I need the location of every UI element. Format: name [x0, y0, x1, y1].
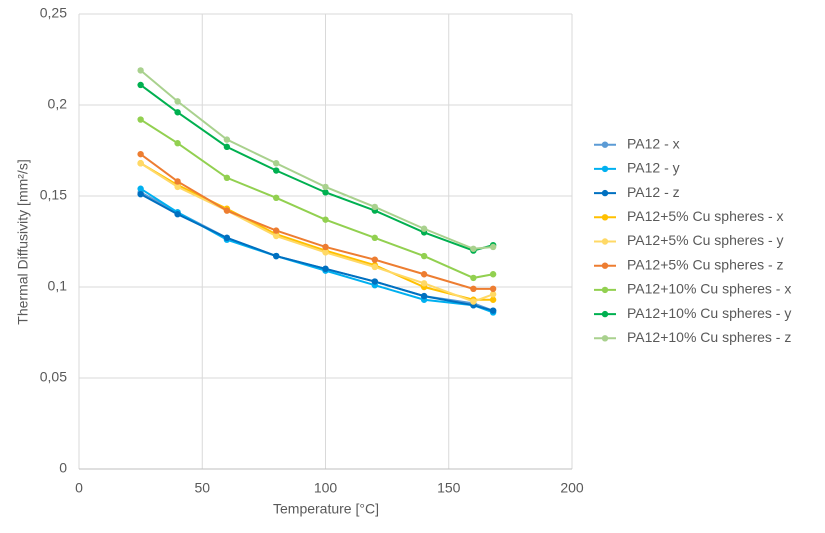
y-tick-label: 0	[59, 460, 67, 476]
y-tick-label: 0,15	[40, 187, 67, 203]
legend-label: PA12+5% Cu spheres - z	[627, 256, 784, 272]
legend-marker	[601, 286, 609, 294]
data-point	[273, 167, 280, 174]
legend-label: PA12+10% Cu spheres - y	[627, 305, 791, 321]
data-point	[223, 136, 231, 143]
y-tick-label: 0,1	[48, 278, 68, 294]
data-point	[371, 203, 378, 211]
legend-label: PA12+10% Cu spheres - z	[627, 329, 791, 345]
y-tick-label: 0,05	[40, 369, 67, 385]
data-point	[174, 109, 181, 116]
data-point	[322, 216, 329, 223]
data-point	[420, 292, 428, 300]
data-point	[470, 245, 477, 252]
y-tick-label: 0,2	[48, 96, 68, 112]
legend-label: PA12 - x	[627, 135, 680, 151]
data-point	[322, 265, 329, 272]
y-axis-title: Thermal Diffusivity [mm²/s]	[15, 159, 31, 324]
data-point	[137, 160, 144, 167]
x-axis-title: Temperature [°C]	[273, 501, 379, 517]
data-point	[489, 291, 497, 298]
x-tick-label: 0	[75, 480, 83, 496]
data-point	[322, 249, 329, 256]
data-point	[371, 278, 378, 285]
data-point	[420, 252, 428, 260]
legend-marker	[601, 141, 609, 148]
data-point	[489, 271, 497, 278]
series-line	[140, 162, 494, 303]
data-point	[470, 285, 477, 293]
legend-label: PA12 - y	[627, 160, 680, 176]
data-point	[273, 194, 280, 202]
data-point	[420, 280, 428, 287]
legend-label: PA12+5% Cu spheres - y	[627, 232, 784, 248]
data-point	[273, 160, 280, 167]
data-point	[174, 178, 181, 185]
data-point	[137, 185, 144, 192]
data-point	[273, 252, 280, 260]
data-point	[273, 232, 280, 240]
data-point	[174, 211, 181, 218]
series-line	[140, 191, 494, 312]
x-tick-label: 50	[194, 480, 210, 496]
legend-label: PA12+5% Cu spheres - x	[627, 208, 784, 224]
data-point	[420, 225, 428, 232]
data-point	[174, 140, 181, 147]
legend-marker	[601, 165, 609, 173]
data-point	[273, 227, 280, 234]
legend-marker	[601, 335, 609, 342]
x-tick-label: 150	[437, 480, 461, 496]
data-point	[470, 298, 477, 305]
data-point	[322, 243, 329, 251]
data-point	[371, 263, 378, 271]
data-point	[223, 234, 231, 242]
series-line	[140, 193, 494, 312]
data-point	[489, 243, 497, 251]
x-tick-label: 200	[560, 480, 584, 496]
y-tick-label: 0,25	[40, 5, 67, 21]
legend-marker	[601, 214, 609, 221]
data-point	[470, 274, 477, 282]
data-point	[223, 207, 231, 214]
legend-marker	[601, 262, 609, 269]
legend-label: PA12+10% Cu spheres - x	[627, 281, 791, 297]
data-point	[137, 81, 144, 89]
data-point	[322, 183, 329, 191]
data-point	[489, 296, 497, 303]
legend-marker	[601, 310, 609, 318]
data-point	[489, 285, 497, 293]
data-point	[174, 183, 181, 191]
data-point	[174, 98, 181, 105]
data-point	[223, 143, 231, 151]
data-point	[322, 189, 329, 196]
data-point	[137, 150, 144, 158]
data-point	[420, 271, 428, 278]
data-point	[137, 67, 144, 74]
data-point	[137, 116, 144, 123]
legend-label: PA12 - z	[627, 184, 680, 200]
series-line	[140, 118, 494, 279]
data-point	[223, 174, 231, 181]
series-line	[140, 84, 494, 252]
data-point	[137, 190, 144, 198]
data-point	[371, 234, 378, 242]
data-point	[371, 256, 378, 263]
legend-marker	[601, 189, 609, 197]
data-point	[489, 307, 497, 314]
x-tick-label: 100	[314, 480, 338, 496]
legend-marker	[601, 238, 609, 245]
